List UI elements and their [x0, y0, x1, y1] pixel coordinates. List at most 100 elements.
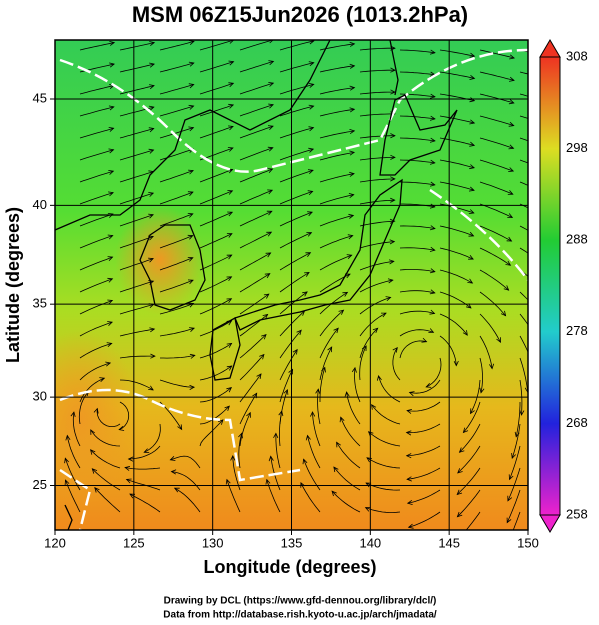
streamline-arrow [148, 213, 154, 219]
streamline [159, 279, 194, 293]
streamline-arrow [238, 432, 243, 439]
map [55, 40, 528, 530]
streamline [159, 303, 194, 315]
streamline [400, 203, 435, 208]
streamline [279, 349, 298, 381]
streamline [319, 108, 355, 117]
streamline-arrow [425, 383, 432, 388]
streamline [399, 340, 427, 359]
streamline [119, 328, 155, 337]
streamline [399, 329, 434, 337]
streamline [275, 433, 281, 469]
streamline [159, 235, 193, 249]
streamline [90, 429, 121, 447]
streamline-arrow [252, 392, 258, 399]
streamline-arrow [347, 234, 354, 240]
streamline [144, 423, 161, 453]
streamline [279, 232, 312, 249]
streamline-arrow [118, 426, 125, 431]
streamline [519, 247, 528, 254]
streamline-arrow [91, 468, 98, 474]
chart-title: MSM 06Z15Jun2026 (1013.2hPa) [132, 2, 468, 27]
streamline-arrow [453, 360, 459, 367]
streamline [519, 225, 528, 231]
streamline-arrow [381, 312, 387, 318]
streamline-arrow [468, 231, 475, 237]
streamline [128, 445, 161, 460]
streamline-arrow [349, 63, 356, 69]
streamline-arrow [226, 233, 233, 238]
streamline-arrow [470, 408, 475, 415]
streamline-arrow [469, 52, 476, 58]
warm-area [115, 205, 205, 315]
streamline [409, 379, 441, 394]
streamline-arrow [429, 93, 436, 99]
streamline [119, 42, 155, 51]
streamline [439, 225, 474, 237]
streamline-arrow [457, 468, 463, 474]
streamline [479, 71, 515, 81]
streamline-arrow [479, 387, 485, 394]
streamline-arrow [361, 345, 367, 352]
streamline [79, 343, 112, 359]
streamline [199, 82, 234, 95]
streamline [319, 173, 355, 183]
streamline [79, 42, 115, 51]
streamline [366, 457, 401, 469]
streamline-arrow [90, 429, 95, 435]
streamline-arrow [149, 41, 156, 47]
streamline-arrow [387, 278, 394, 284]
streamline-arrow [508, 167, 515, 172]
streamline-arrow [333, 327, 339, 334]
streamline [359, 328, 378, 359]
streamline [239, 252, 271, 271]
streamline [399, 181, 435, 186]
streamline [317, 389, 321, 425]
streamline [319, 235, 353, 249]
streamline-arrow [108, 105, 115, 111]
credit: Drawing by DCL (https://www.gfd-dennou.o… [164, 596, 437, 607]
streamline-arrow [372, 327, 379, 334]
streamline [170, 455, 201, 469]
streamline [159, 191, 194, 205]
streamline [439, 137, 475, 146]
streamline-arrow [246, 411, 251, 418]
streamline-arrow [462, 330, 468, 336]
streamline [399, 137, 435, 142]
streamline [479, 93, 514, 104]
streamline [279, 40, 314, 51]
streamline-arrow [336, 441, 341, 448]
streamline [79, 278, 113, 293]
streamline [319, 254, 352, 271]
streamline [239, 393, 258, 425]
streamline-arrow [228, 60, 235, 66]
streamline-arrow [507, 190, 514, 195]
streamline [239, 273, 271, 293]
streamline [515, 402, 521, 437]
streamline-arrow [189, 327, 195, 332]
streamline [119, 401, 130, 430]
streamline [279, 127, 314, 139]
streamline [457, 489, 481, 517]
streamline [279, 291, 308, 315]
streamline-arrow [292, 348, 298, 355]
streamline-arrow [364, 507, 371, 512]
streamline-arrow [406, 499, 413, 505]
streamline [279, 105, 314, 117]
streamline-arrow [70, 411, 76, 418]
streamline [479, 313, 501, 343]
streamline-arrow [351, 366, 357, 373]
streamline-arrow [405, 453, 412, 459]
streamline-arrow [265, 252, 272, 258]
streamline-arrow [261, 333, 267, 340]
streamline [359, 312, 387, 337]
streamline [519, 159, 528, 164]
streamline-arrow [508, 99, 515, 105]
coastline [64, 504, 73, 530]
streamline-arrow [500, 310, 507, 317]
streamline [79, 85, 115, 95]
streamline-arrow [349, 85, 356, 91]
streamline-arrow [519, 410, 525, 416]
streamline-arrow [228, 82, 235, 88]
coastline [139, 224, 206, 311]
